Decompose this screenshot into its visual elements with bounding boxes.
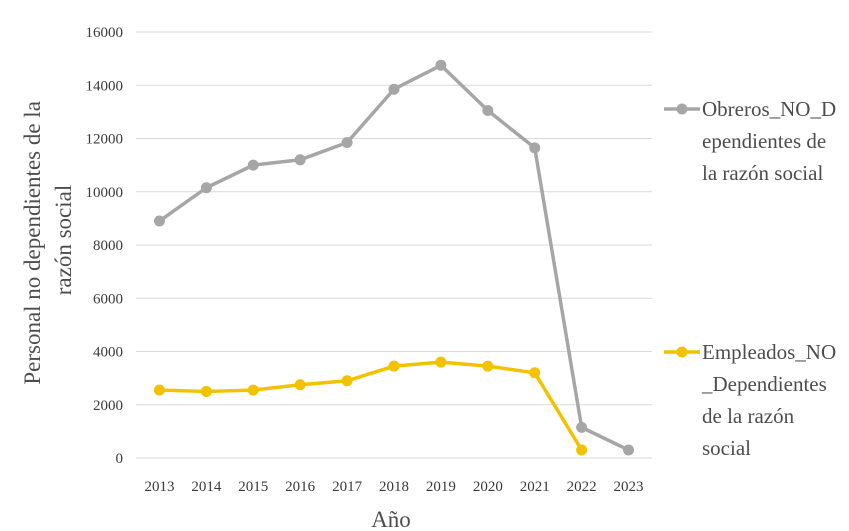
data-point	[435, 59, 447, 71]
series-line-2	[159, 360, 584, 451]
legend-label: ependientes de	[702, 129, 826, 153]
data-point	[388, 360, 400, 372]
y-tick-label: 16000	[86, 25, 124, 41]
data-point	[153, 384, 165, 396]
gridlines	[136, 31, 652, 459]
legend-label: Obreros_NO_D	[702, 97, 836, 121]
x-tick-label: 2013	[144, 479, 174, 495]
y-axis-title: Personal no dependientes de la razón soc…	[20, 95, 76, 384]
y-tick-label: 4000	[93, 345, 123, 361]
x-axis-ticks: 2013 2014 2015 2016 2017 2018 2019 2020 2021 2022…	[144, 479, 643, 495]
x-tick-label: 2023	[614, 479, 644, 495]
legend-marker	[676, 103, 688, 115]
y-tick-label: 10000	[86, 185, 124, 201]
x-tick-label: 2018	[379, 479, 409, 495]
data-point	[576, 444, 588, 456]
y-axis-title-line-2: razón social	[51, 185, 76, 295]
data-point	[435, 356, 447, 368]
data-point	[200, 182, 212, 194]
y-axis-ticks: 0 2000 4000 6000 8000 10000 12000 14000 16000	[86, 25, 124, 467]
y-tick-label: 14000	[86, 78, 124, 94]
data-point	[576, 421, 588, 433]
x-tick-label: 2015	[238, 479, 268, 495]
data-point	[247, 384, 259, 396]
y-axis-title-line-1: Personal no dependientes de la	[20, 101, 45, 385]
x-tick-label: 2019	[426, 479, 456, 495]
data-point	[388, 83, 400, 95]
x-tick-label: 2020	[473, 479, 503, 495]
x-tick-label: 2017	[332, 479, 363, 495]
data-point	[200, 385, 212, 397]
data-point	[529, 142, 541, 154]
legend-marker	[676, 346, 688, 358]
legend-label: _Dependientes	[701, 372, 827, 396]
data-point	[294, 154, 306, 166]
data-point	[247, 159, 259, 171]
legend-label: de la razón	[702, 404, 795, 428]
x-tick-label: 2014	[191, 479, 222, 495]
y-tick-label: 0	[116, 451, 124, 467]
x-tick-label: 2021	[520, 479, 550, 495]
legend-label: Empleados_NO	[702, 340, 836, 364]
legend-label: social	[702, 436, 751, 460]
x-tick-label: 2022	[567, 479, 597, 495]
y-tick-label: 2000	[93, 398, 123, 414]
data-point	[529, 367, 541, 379]
data-point	[623, 444, 635, 456]
data-point	[482, 105, 494, 117]
data-point	[341, 375, 353, 387]
data-point	[294, 379, 306, 391]
y-tick-label: 6000	[93, 291, 123, 307]
series-lines	[153, 59, 635, 456]
y-tick-label: 12000	[86, 132, 124, 148]
legend: Obreros_NO_D ependientes de la razón socia…	[664, 97, 836, 460]
data-point	[482, 360, 494, 372]
x-tick-label: 2016	[285, 479, 316, 495]
data-point	[341, 136, 353, 148]
y-tick-label: 8000	[93, 238, 123, 254]
data-point	[153, 215, 165, 227]
legend-label: la razón social	[702, 161, 823, 185]
x-axis-title: Año	[371, 507, 411, 531]
